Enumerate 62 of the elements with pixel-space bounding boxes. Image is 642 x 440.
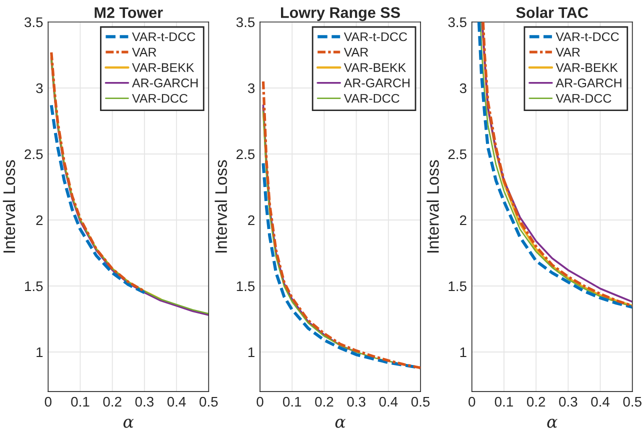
x-tick-label: 0.4 <box>591 396 610 407</box>
x-tick-label: 0.1 <box>283 396 302 407</box>
x-tick-label: 0.2 <box>526 396 546 407</box>
legend-label: VAR <box>344 48 368 56</box>
y-tick-label: 1.5 <box>236 281 255 292</box>
y-tick-label: 1 <box>36 347 43 358</box>
x-axis-title: α <box>123 418 134 428</box>
legend-label: VAR <box>556 48 580 56</box>
legend-label: VAR-DCC <box>132 94 188 103</box>
y-tick-label: 2.5 <box>448 149 466 160</box>
x-tick-label: 0 <box>468 396 476 407</box>
legend-label: VAR-DCC <box>556 94 612 103</box>
y-tick-label: 3.5 <box>448 17 466 28</box>
y-tick-label: 2.5 <box>236 149 255 160</box>
x-tick-label: 0 <box>44 396 52 407</box>
y-tick-label: 3 <box>36 83 43 94</box>
x-tick-label: 0.3 <box>135 396 154 407</box>
legend-label: AR-GARCH <box>344 78 410 88</box>
legend-label: AR-GARCH <box>556 78 622 88</box>
y-tick-label: 3 <box>460 83 466 94</box>
x-tick-label: 0.5 <box>200 396 218 407</box>
y-tick-label: 1 <box>248 347 254 358</box>
legend-label: AR-GARCH <box>132 78 198 88</box>
x-tick-label: 0 <box>256 396 264 407</box>
legend-label: VAR-BEKK <box>344 63 406 72</box>
x-tick-label: 0.1 <box>494 396 513 407</box>
y-tick-label: 3.5 <box>236 17 255 28</box>
y-axis-title: Interval Loss <box>426 160 439 253</box>
legend-label: VAR-DCC <box>344 94 400 103</box>
x-tick-label: 0.2 <box>315 396 334 407</box>
x-tick-label: 0.1 <box>71 396 90 407</box>
y-tick-label: 2.5 <box>24 149 43 160</box>
x-tick-label: 0.4 <box>379 396 398 407</box>
x-tick-label: 0.4 <box>167 396 186 407</box>
x-axis-title: α <box>547 418 558 428</box>
line-series <box>50 104 146 294</box>
y-axis-title: Interval Loss <box>2 160 16 253</box>
y-tick-label: 1.5 <box>25 281 43 292</box>
y-tick-label: 1 <box>460 347 466 358</box>
y-tick-label: 3.5 <box>24 17 43 28</box>
y-tick-label: 2 <box>36 215 43 226</box>
chart-title: M2 Tower <box>94 7 163 18</box>
x-tick-label: 0.3 <box>559 396 578 407</box>
y-tick-label: 3 <box>248 83 255 94</box>
legend-label: VAR-t-DCC <box>344 32 408 42</box>
y-tick-label: 1.5 <box>448 281 466 292</box>
x-tick-label: 0.5 <box>623 396 642 407</box>
legend-label: VAR <box>132 48 156 56</box>
chart-title: Lowry Range SS <box>281 7 400 22</box>
x-axis-title: α <box>335 418 346 428</box>
legend-label: VAR-t-DCC <box>556 32 619 42</box>
y-tick-label: 2 <box>460 215 466 226</box>
chart-title: Solar TAC <box>516 6 588 18</box>
x-tick-label: 0.5 <box>411 396 430 407</box>
legend-label: VAR-BEKK <box>556 63 618 72</box>
y-tick-label: 2 <box>248 215 254 226</box>
y-axis-title: Interval Loss <box>214 160 227 253</box>
x-tick-label: 0.2 <box>103 396 122 407</box>
legend-label: VAR-t-DCC <box>132 32 196 42</box>
x-tick-label: 0.3 <box>347 396 366 407</box>
line-series <box>262 162 421 370</box>
legend-label: VAR-BEKK <box>132 63 194 72</box>
